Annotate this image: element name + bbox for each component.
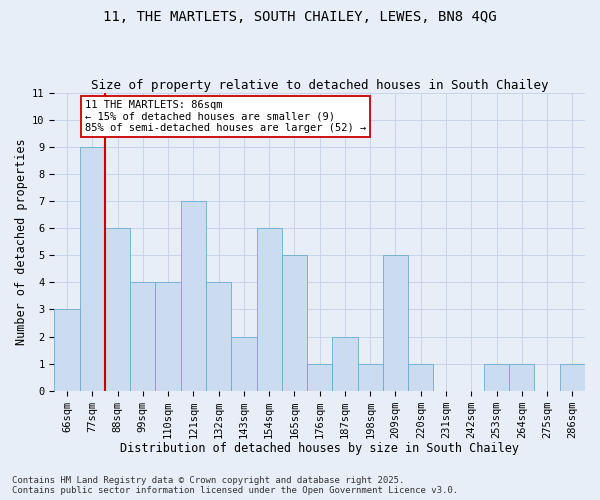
Bar — [484, 364, 509, 390]
Bar — [257, 228, 282, 390]
Text: 11 THE MARTLETS: 86sqm
← 15% of detached houses are smaller (9)
85% of semi-deta: 11 THE MARTLETS: 86sqm ← 15% of detached… — [85, 100, 366, 133]
Bar — [55, 310, 80, 390]
Bar — [231, 336, 257, 390]
Bar — [80, 147, 105, 390]
Bar — [307, 364, 332, 390]
Bar — [383, 256, 408, 390]
Bar — [282, 256, 307, 390]
Bar — [358, 364, 383, 390]
Bar — [181, 202, 206, 390]
Text: Contains HM Land Registry data © Crown copyright and database right 2025.
Contai: Contains HM Land Registry data © Crown c… — [12, 476, 458, 495]
Bar — [105, 228, 130, 390]
Title: Size of property relative to detached houses in South Chailey: Size of property relative to detached ho… — [91, 79, 548, 92]
Bar — [408, 364, 433, 390]
Bar — [206, 282, 231, 391]
Bar — [560, 364, 585, 390]
Y-axis label: Number of detached properties: Number of detached properties — [15, 138, 28, 345]
Text: 11, THE MARTLETS, SOUTH CHAILEY, LEWES, BN8 4QG: 11, THE MARTLETS, SOUTH CHAILEY, LEWES, … — [103, 10, 497, 24]
Bar — [332, 336, 358, 390]
Bar — [130, 282, 155, 391]
Bar — [509, 364, 535, 390]
X-axis label: Distribution of detached houses by size in South Chailey: Distribution of detached houses by size … — [120, 442, 519, 455]
Bar — [155, 282, 181, 391]
